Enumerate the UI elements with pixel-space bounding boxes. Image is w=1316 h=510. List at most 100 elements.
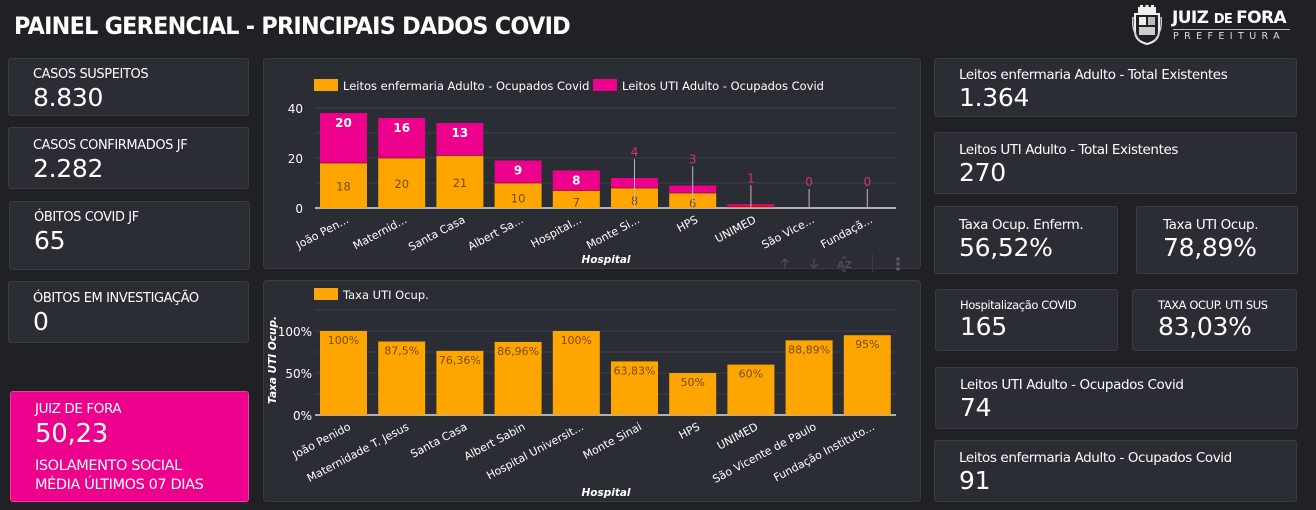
bar-uti: [320, 113, 367, 163]
kpi-casos-suspeitos: CASOS SUSPEITOS 8.830: [8, 58, 249, 116]
isolamento-social-card: JUIZ DE FORA 50,23 ISOLAMENTO SOCIAL MÉD…: [10, 391, 249, 502]
bar-taxa-uti: [494, 341, 542, 415]
sort-az-icon[interactable]: AZ: [836, 255, 852, 272]
data-label-uti: 4: [631, 145, 639, 159]
bar-uti: [378, 118, 426, 158]
data-label-taxa-uti: 63,83%: [614, 364, 656, 377]
data-label-taxa-uti: 100%: [328, 334, 359, 347]
data-label-taxa-uti: 76,36%: [439, 354, 481, 367]
bar-enfermaria: [552, 190, 600, 208]
kpi-obitos-covid: ÓBITOS COVID JF 65: [9, 201, 250, 270]
kpi-label: Leitos UTI Adulto - Ocupados Covid: [960, 377, 1184, 393]
data-label-taxa-uti: 60%: [739, 368, 763, 381]
logo-divider: [1173, 29, 1290, 30]
kpi-value: 0: [33, 307, 49, 336]
bar-uti: [436, 123, 484, 156]
data-label-enfermaria: 20: [394, 177, 409, 191]
data-label-uti: 9: [514, 164, 522, 178]
kpi-label: ÓBITOS COVID JF: [34, 210, 139, 225]
sort-ascending-icon[interactable]: [779, 257, 791, 270]
x-tick-label: HPS: [677, 420, 702, 442]
kpi-value: 2.282: [33, 154, 104, 183]
y-tick-label: 40: [288, 102, 303, 116]
kpi-value: 165: [960, 312, 1007, 341]
kpi-value: 56,52%: [959, 233, 1053, 262]
sort-descending-icon[interactable]: [808, 257, 820, 270]
bar-taxa-uti: [785, 340, 833, 415]
kpi-label: CASOS CONFIRMADOS JF: [33, 138, 188, 153]
data-label-taxa-uti: 50%: [680, 376, 704, 389]
data-label-taxa-uti: 87,5%: [384, 345, 419, 358]
bar-enfermaria: [436, 155, 484, 208]
logo-subtitle: PREFEITURA: [1173, 31, 1286, 42]
kpi-value: 78,89%: [1163, 233, 1257, 262]
y-tick-label: 0: [295, 202, 303, 216]
x-tick-label: Maternidade T. Jesus: [305, 420, 412, 485]
leitos-ocupados-chart-panel: [263, 58, 921, 269]
kpi-label: Leitos enfermaria Adulto - Total Existen…: [959, 67, 1228, 83]
kpi-enfermaria-total: Leitos enfermaria Adulto - Total Existen…: [934, 58, 1297, 117]
data-label-uti: 8: [572, 174, 580, 188]
x-tick-label: Hospital Universit...: [484, 420, 585, 482]
data-label-uti: 1: [747, 171, 755, 185]
kpi-label: Leitos UTI Adulto - Total Existentes: [959, 142, 1179, 158]
toolbar-divider: [872, 254, 873, 272]
more-options-icon[interactable]: [895, 256, 901, 272]
y-tick-label: 50%: [285, 367, 312, 381]
data-label-uti: 3: [689, 153, 697, 167]
bar-taxa-uti: [669, 373, 717, 415]
logo-text: JUIZ DE FORA: [1172, 8, 1287, 28]
kpi-value: 8.830: [33, 83, 104, 112]
kpi-taxa-enfermaria: Taxa Ocup. Enferm. 56,52%: [934, 206, 1118, 274]
kpi-label: CASOS SUSPEITOS: [33, 67, 149, 82]
prefeitura-logo: JUIZ DE FORA PREFEITURA: [1130, 3, 1292, 47]
page-title: PAINEL GERENCIAL - PRINCIPAIS DADOS COVI…: [14, 12, 571, 40]
y-tick-label: 20: [288, 152, 303, 166]
kpi-value: 65: [34, 226, 66, 255]
data-label-taxa-uti: 88,89%: [788, 343, 830, 356]
kpi-value: 270: [959, 158, 1006, 187]
legend-label-enfermaria: Leitos enfermaria Adulto - Ocupados Covi…: [343, 79, 589, 93]
bar-enfermaria: [320, 163, 367, 208]
legend-swatch-taxa-uti: [314, 288, 338, 300]
bar-uti: [494, 160, 542, 183]
coat-of-arms-icon: [1132, 5, 1162, 45]
kpi-label: ÓBITOS EM INVESTIGAÇÃO: [33, 291, 199, 306]
kpi-taxa-uti: Taxa UTI Ocup. 78,89%: [1136, 206, 1298, 274]
bar-taxa-uti: [552, 331, 600, 415]
bar-taxa-uti: [320, 331, 367, 415]
bar-taxa-uti: [378, 341, 426, 415]
data-label-enfermaria: 7: [573, 195, 580, 209]
kpi-casos-confirmados: CASOS CONFIRMADOS JF 2.282: [8, 127, 249, 189]
data-label-uti: 0: [805, 175, 813, 189]
svg-text:AZ: AZ: [837, 260, 852, 271]
x-axis-title: Hospital: [581, 254, 630, 266]
data-label-taxa-uti: 95%: [855, 338, 879, 351]
y-tick-label: 100%: [278, 325, 312, 339]
legend-swatch-enfermaria: [314, 79, 338, 91]
bar-taxa-uti: [727, 364, 775, 415]
data-label-uti: 13: [452, 126, 469, 140]
bar-taxa-uti: [611, 361, 658, 415]
y-tick-label: 0%: [293, 409, 312, 423]
kpi-value: 1.364: [959, 83, 1030, 112]
y-axis-title: Taxa UTI Ocup.: [267, 316, 279, 404]
x-tick-label: São Vicente de Paulo: [710, 420, 818, 486]
bar-taxa-uti: [436, 350, 484, 415]
data-label-uti: 16: [393, 121, 410, 135]
kpi-label: Taxa UTI Ocup.: [1163, 217, 1259, 233]
data-label-taxa-uti: 100%: [561, 334, 592, 347]
kpi-label: Leitos enfermaria Adulto - Ocupados Covi…: [959, 450, 1232, 466]
isolamento-city-label: JUIZ DE FORA: [35, 401, 122, 417]
data-label-enfermaria: 18: [336, 180, 351, 194]
legend-swatch-uti: [593, 79, 617, 91]
data-label-enfermaria: 21: [453, 176, 468, 190]
data-label-taxa-uti: 86,96%: [497, 345, 539, 358]
kpi-value: 74: [960, 393, 992, 422]
legend-label-uti: Leitos UTI Adulto - Ocupados Covid: [622, 79, 824, 93]
x-axis-title: Hospital: [581, 487, 630, 499]
x-tick-label: Monte Sinai: [581, 420, 644, 462]
x-tick-label: Fundação Instituto...: [771, 420, 876, 484]
